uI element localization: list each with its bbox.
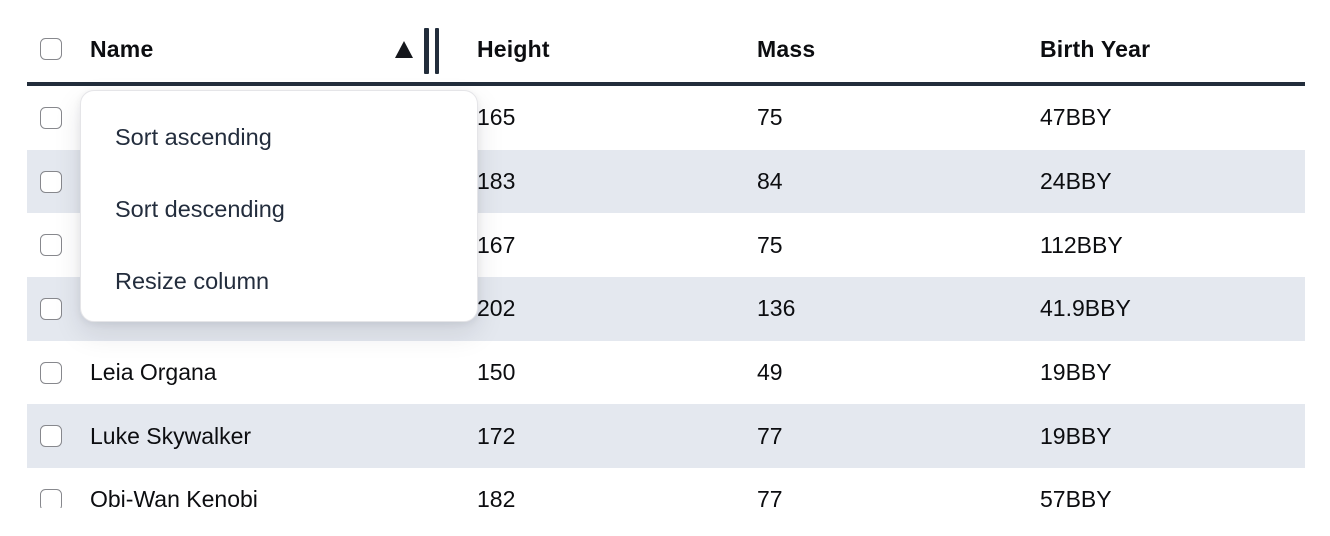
birth-year-cell: 47BBY <box>1040 104 1112 131</box>
mass-cell: 136 <box>757 295 796 322</box>
table-row: Obi-Wan Kenobi 182 77 57BBY <box>27 468 1305 508</box>
height-cell: 183 <box>477 168 516 195</box>
height-cell: 182 <box>477 486 516 508</box>
mass-cell: 77 <box>757 486 783 508</box>
column-header-mass[interactable]: Mass <box>740 36 1023 63</box>
resize-bar-icon <box>434 28 439 74</box>
column-header-mass-label: Mass <box>757 35 816 62</box>
height-cell: 172 <box>477 422 516 449</box>
table-header-row: Name Height Mass Birth Year <box>27 0 1305 86</box>
column-header-name[interactable]: Name <box>78 36 460 63</box>
column-context-menu: Sort ascending Sort descending Resize co… <box>80 90 478 322</box>
menu-item-sort-descending[interactable]: Sort descending <box>115 195 285 222</box>
height-cell: 202 <box>477 295 516 322</box>
row-checkbox[interactable] <box>40 106 62 129</box>
birth-year-cell: 41.9BBY <box>1040 295 1131 322</box>
select-all-checkbox[interactable] <box>40 38 62 60</box>
birth-year-cell: 19BBY <box>1040 359 1112 386</box>
menu-item-resize-column[interactable]: Resize column <box>115 267 270 294</box>
row-checkbox[interactable] <box>40 297 62 320</box>
table-row: 165 75 47BBY <box>27 86 1305 150</box>
mass-cell: 75 <box>757 104 783 131</box>
row-checkbox[interactable] <box>40 488 62 508</box>
column-header-birth-year-label: Birth Year <box>1040 35 1151 62</box>
birth-year-cell: 24BBY <box>1040 168 1112 195</box>
sort-ascending-icon <box>395 41 413 58</box>
table-row: Leia Organa 150 49 19BBY <box>27 341 1305 405</box>
column-header-name-label: Name <box>90 35 154 62</box>
mass-cell: 77 <box>757 422 783 449</box>
column-resize-handle[interactable] <box>422 26 441 76</box>
height-cell: 150 <box>477 359 516 386</box>
birth-year-cell: 57BBY <box>1040 486 1112 508</box>
row-checkbox[interactable] <box>40 170 62 193</box>
column-header-height[interactable]: Height <box>460 36 740 63</box>
mass-cell: 49 <box>757 359 783 386</box>
birth-year-cell: 112BBY <box>1040 231 1123 258</box>
name-cell: Leia Organa <box>90 359 217 386</box>
mass-cell: 75 <box>757 231 783 258</box>
name-cell: Luke Skywalker <box>90 422 252 449</box>
height-cell: 167 <box>477 231 516 258</box>
mass-cell: 84 <box>757 168 783 195</box>
row-checkbox[interactable] <box>40 425 62 448</box>
table-row: 167 75 112BBY <box>27 213 1305 277</box>
column-header-birth-year[interactable]: Birth Year <box>1023 36 1305 63</box>
name-cell: Obi-Wan Kenobi <box>90 486 258 508</box>
select-all-cell <box>27 38 78 60</box>
row-checkbox[interactable] <box>40 234 62 257</box>
row-checkbox[interactable] <box>40 361 62 384</box>
menu-item-sort-ascending[interactable]: Sort ascending <box>115 123 272 150</box>
resize-bar-icon <box>424 28 429 74</box>
table-row: Luke Skywalker 172 77 19BBY <box>27 404 1305 469</box>
column-header-height-label: Height <box>477 35 550 62</box>
height-cell: 165 <box>477 104 516 131</box>
birth-year-cell: 19BBY <box>1040 422 1112 449</box>
